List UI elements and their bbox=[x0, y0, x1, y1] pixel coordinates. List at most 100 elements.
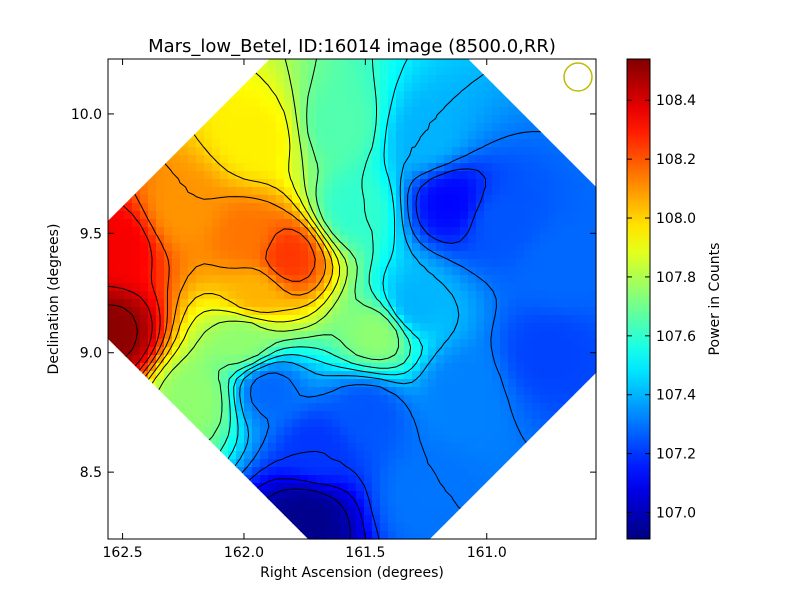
heatmap-cell bbox=[188, 227, 197, 236]
heatmap-cell bbox=[332, 515, 341, 524]
heatmap-cell bbox=[460, 459, 469, 468]
heatmap-cell bbox=[540, 179, 549, 188]
heatmap-cell bbox=[460, 307, 469, 316]
heatmap-cell bbox=[460, 299, 469, 308]
heatmap-cell bbox=[524, 211, 533, 220]
heatmap-cell bbox=[436, 411, 445, 420]
heatmap-cell bbox=[276, 379, 285, 388]
heatmap-cell bbox=[380, 499, 389, 508]
heatmap-cell bbox=[452, 331, 461, 340]
heatmap-cell bbox=[324, 275, 333, 284]
heatmap-cell bbox=[204, 379, 213, 388]
heatmap-cell bbox=[548, 203, 557, 212]
heatmap-cell bbox=[220, 299, 229, 308]
heatmap-cell bbox=[364, 147, 373, 156]
heatmap-cell bbox=[340, 491, 349, 500]
heatmap-cell bbox=[428, 459, 437, 468]
heatmap-cell bbox=[292, 355, 301, 364]
heatmap-cell bbox=[428, 163, 437, 172]
heatmap-cell bbox=[276, 163, 285, 172]
heatmap-cell bbox=[548, 339, 557, 348]
heatmap-cell bbox=[532, 235, 541, 244]
heatmap-cell bbox=[236, 115, 245, 124]
heatmap-cell bbox=[252, 379, 261, 388]
heatmap-cell bbox=[236, 443, 245, 452]
heatmap-cell bbox=[556, 147, 565, 156]
heatmap-cell bbox=[364, 379, 373, 388]
heatmap-cell bbox=[284, 363, 293, 372]
heatmap-cell bbox=[180, 355, 189, 364]
heatmap-cell bbox=[284, 123, 293, 132]
heatmap-cell bbox=[500, 411, 509, 420]
heatmap-cell bbox=[300, 483, 309, 492]
heatmap-cell bbox=[132, 195, 141, 204]
heatmap-cell bbox=[516, 147, 525, 156]
heatmap-cell bbox=[428, 251, 437, 260]
heatmap-cell bbox=[348, 211, 357, 220]
heatmap-cell bbox=[332, 59, 341, 68]
heatmap-cell bbox=[548, 283, 557, 292]
heatmap-cell bbox=[404, 83, 413, 92]
heatmap-cell bbox=[460, 227, 469, 236]
heatmap-cell bbox=[372, 75, 381, 84]
heatmap-cell bbox=[460, 243, 469, 252]
heatmap-cell bbox=[260, 323, 269, 332]
heatmap-cell bbox=[348, 531, 357, 540]
heatmap-cell bbox=[220, 139, 229, 148]
heatmap-cell bbox=[556, 179, 565, 188]
heatmap-cell bbox=[500, 163, 509, 172]
heatmap-cell bbox=[204, 259, 213, 268]
x-tick-label: 162.0 bbox=[224, 545, 264, 561]
heatmap-cell bbox=[428, 107, 437, 116]
heatmap-cell bbox=[284, 371, 293, 380]
heatmap-cell bbox=[492, 323, 501, 332]
heatmap-cell bbox=[492, 371, 501, 380]
heatmap-cell bbox=[412, 243, 421, 252]
heatmap-cell bbox=[236, 435, 245, 444]
heatmap-cell bbox=[308, 451, 317, 460]
heatmap-cell bbox=[476, 75, 485, 84]
heatmap-cell bbox=[252, 99, 261, 108]
heatmap-cell bbox=[348, 451, 357, 460]
heatmap-cell bbox=[396, 227, 405, 236]
heatmap-cell bbox=[284, 419, 293, 428]
heatmap-cell bbox=[412, 395, 421, 404]
heatmap-cell bbox=[492, 451, 501, 460]
heatmap-cell bbox=[292, 331, 301, 340]
heatmap-cell bbox=[348, 155, 357, 164]
heatmap-cell bbox=[292, 123, 301, 132]
heatmap-cell bbox=[196, 203, 205, 212]
heatmap-cell bbox=[564, 163, 573, 172]
heatmap-cell bbox=[292, 411, 301, 420]
heatmap-cell bbox=[396, 163, 405, 172]
heatmap-cell bbox=[444, 339, 453, 348]
heatmap-cell bbox=[276, 491, 285, 500]
heatmap-cell bbox=[220, 403, 229, 412]
heatmap-cell bbox=[292, 99, 301, 108]
heatmap-cell bbox=[316, 347, 325, 356]
heatmap-cell bbox=[148, 251, 157, 260]
heatmap-cell bbox=[236, 91, 245, 100]
heatmap-cell bbox=[364, 307, 373, 316]
heatmap-cell bbox=[164, 195, 173, 204]
heatmap-cell bbox=[348, 83, 357, 92]
heatmap-cell bbox=[276, 251, 285, 260]
heatmap-cell bbox=[324, 339, 333, 348]
heatmap-cell bbox=[404, 467, 413, 476]
heatmap-cell bbox=[556, 299, 565, 308]
heatmap-cell bbox=[492, 459, 501, 468]
heatmap-cell bbox=[212, 235, 221, 244]
heatmap-cell bbox=[300, 315, 309, 324]
heatmap-cell bbox=[452, 355, 461, 364]
heatmap-cell bbox=[276, 299, 285, 308]
heatmap-cell bbox=[484, 403, 493, 412]
heatmap-cell bbox=[564, 291, 573, 300]
heatmap-cell bbox=[492, 179, 501, 188]
heatmap-cell bbox=[372, 155, 381, 164]
heatmap-cell bbox=[196, 131, 205, 140]
heatmap-cell bbox=[420, 379, 429, 388]
heatmap-cell bbox=[492, 411, 501, 420]
heatmap-cell bbox=[532, 259, 541, 268]
heatmap-cell bbox=[228, 315, 237, 324]
heatmap-cell bbox=[356, 83, 365, 92]
